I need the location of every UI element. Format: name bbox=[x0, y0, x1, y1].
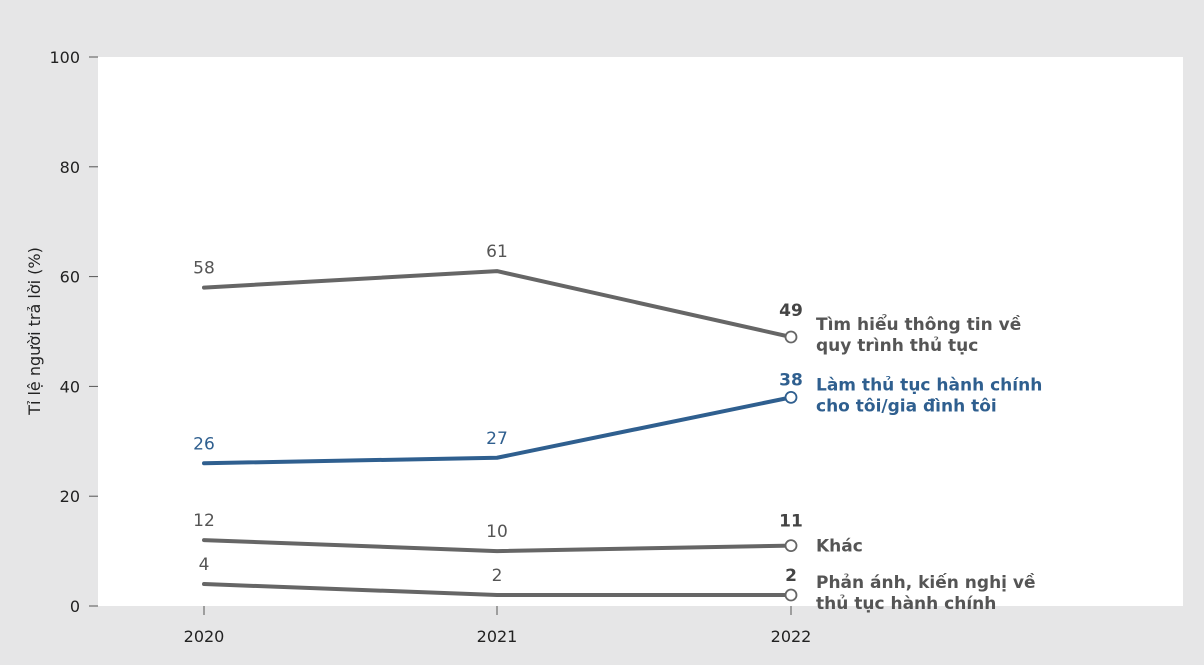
x-tick-label: 2021 bbox=[477, 627, 518, 646]
data-label: 27 bbox=[486, 429, 508, 449]
data-label: 49 bbox=[779, 301, 803, 321]
series-name-label: Khác bbox=[816, 537, 863, 557]
series-name-label: Tìm hiểu thông tin về bbox=[816, 313, 1021, 335]
series-name-label: Phản ánh, kiến nghị về bbox=[816, 572, 1036, 593]
data-label: 2 bbox=[785, 566, 797, 586]
data-label: 10 bbox=[486, 522, 508, 542]
data-label: 4 bbox=[199, 555, 210, 575]
data-label: 26 bbox=[193, 434, 215, 454]
y-axis-title: Tỉ lệ người trả lời (%) bbox=[25, 247, 44, 416]
series-name-label: thủ tục hành chính bbox=[816, 594, 996, 614]
series-name-label: Làm thủ tục hành chính bbox=[816, 375, 1042, 395]
end-point-marker bbox=[784, 539, 798, 553]
y-tick-label: 80 bbox=[60, 158, 80, 177]
y-tick-label: 0 bbox=[70, 597, 80, 616]
end-point-marker bbox=[784, 588, 798, 602]
y-tick-label: 100 bbox=[49, 48, 80, 67]
y-tick-label: 20 bbox=[60, 487, 80, 506]
data-label: 38 bbox=[779, 370, 803, 390]
x-tick-label: 2022 bbox=[771, 627, 812, 646]
axes: 0 20 40 60 80 100 2020 2021 2022 bbox=[49, 48, 811, 646]
data-label: 12 bbox=[193, 511, 215, 531]
data-label: 11 bbox=[779, 512, 803, 532]
series-line bbox=[202, 395, 793, 466]
series-name-label: cho tôi/gia đình tôi bbox=[816, 396, 997, 416]
plot-area bbox=[98, 57, 1183, 606]
y-tick-label: 40 bbox=[60, 377, 80, 396]
series-3: 12 10 11 Khác bbox=[193, 511, 863, 556]
y-tick-label: 60 bbox=[60, 268, 80, 287]
series-name-label: quy trình thủ tục bbox=[816, 336, 978, 356]
end-point-marker bbox=[784, 330, 798, 344]
end-point-marker bbox=[784, 390, 798, 404]
series-line bbox=[202, 269, 793, 339]
x-tick-label: 2020 bbox=[184, 627, 225, 646]
data-label: 58 bbox=[193, 259, 215, 279]
series-line bbox=[202, 538, 793, 554]
data-label: 61 bbox=[486, 242, 508, 262]
data-label: 2 bbox=[492, 566, 503, 586]
series-line bbox=[202, 582, 793, 598]
